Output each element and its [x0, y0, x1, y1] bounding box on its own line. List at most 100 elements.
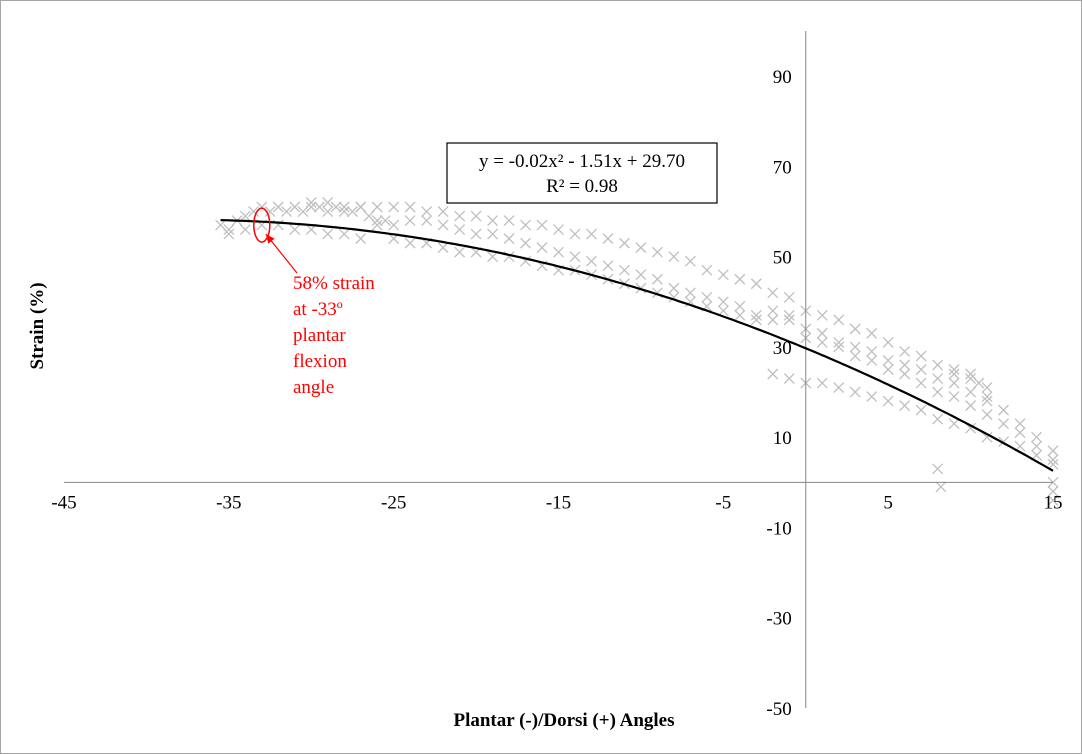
data-point	[981, 391, 993, 403]
data-point	[816, 327, 828, 339]
data-point	[849, 386, 861, 398]
data-point	[520, 219, 531, 231]
x-tick-label: 5	[883, 492, 893, 513]
data-point	[371, 215, 383, 227]
data-point	[932, 373, 944, 384]
data-point	[833, 314, 845, 326]
data-point	[248, 206, 260, 217]
data-point	[470, 228, 482, 240]
data-point	[305, 197, 317, 208]
data-point	[915, 404, 927, 416]
data-point	[981, 382, 993, 394]
data-point	[948, 368, 960, 380]
data-point	[899, 359, 911, 371]
data-point	[437, 219, 449, 231]
y-tick-label: -50	[766, 699, 791, 720]
data-point	[586, 255, 597, 267]
annotation-ellipse	[253, 207, 271, 243]
equation-box-border	[446, 142, 718, 204]
data-point	[932, 386, 944, 398]
data-point	[717, 269, 729, 281]
data-point	[1014, 427, 1026, 439]
data-point	[849, 323, 861, 335]
data-point	[783, 314, 795, 326]
data-point	[948, 364, 960, 375]
data-point	[346, 206, 358, 217]
x-tick-label: -45	[51, 492, 76, 513]
y-tick-label: -30	[766, 609, 791, 630]
data-point	[454, 210, 466, 222]
data-point	[833, 336, 845, 348]
data-point	[701, 264, 713, 276]
data-point	[487, 215, 499, 227]
data-point	[750, 314, 762, 326]
annotation-line-5: angle	[293, 377, 334, 398]
data-point	[734, 309, 746, 321]
data-point	[281, 206, 292, 217]
data-point	[816, 336, 828, 348]
data-point	[866, 391, 878, 403]
data-point	[915, 364, 927, 375]
equation-box: y = -0.02x² - 1.51x + 29.70 R² = 0.98	[446, 142, 718, 204]
tick-labels: -45 -35 -25 -15 -5 5 15 90 70 50 30 10 -10 -30 -50	[51, 67, 1062, 720]
data-point	[404, 201, 416, 213]
data-point	[833, 382, 845, 394]
data-point	[882, 336, 894, 348]
annotation-line-3: plantar	[293, 325, 346, 346]
data-point	[314, 201, 325, 213]
data-point	[882, 395, 894, 407]
data-point	[1047, 454, 1059, 466]
data-point	[948, 377, 960, 389]
y-axis-title: Strain (%)	[27, 282, 48, 369]
data-point	[338, 228, 350, 240]
data-point	[215, 219, 227, 231]
data-point	[322, 206, 334, 217]
data-point	[932, 463, 944, 475]
data-point	[734, 300, 746, 312]
annotation: 58% strain at -33º plantar flexion angle	[253, 207, 375, 398]
data-point	[965, 400, 977, 412]
data-point	[338, 201, 350, 213]
data-point	[981, 395, 993, 407]
data-point	[503, 215, 515, 227]
data-point	[569, 228, 581, 240]
data-point	[388, 201, 400, 213]
data-point	[973, 377, 985, 389]
data-point	[849, 341, 861, 353]
data-point	[866, 345, 878, 357]
data-point	[322, 228, 334, 240]
data-point	[618, 264, 630, 276]
data-point	[1014, 418, 1026, 430]
data-point	[899, 400, 911, 412]
data-point	[981, 431, 993, 443]
r-squared-text: R² = 0.98	[546, 176, 618, 197]
data-point	[915, 377, 927, 389]
data-point	[882, 355, 894, 366]
data-point	[602, 260, 614, 272]
data-point	[651, 273, 663, 285]
data-point	[767, 305, 779, 317]
data-point	[437, 242, 449, 254]
data-point	[635, 242, 647, 254]
data-point	[223, 228, 235, 240]
data-point	[355, 201, 367, 213]
data-point	[635, 269, 647, 281]
data-point	[536, 242, 548, 254]
data-point	[553, 246, 564, 258]
annotation-line-4: flexion	[293, 351, 347, 372]
data-point	[767, 314, 779, 326]
y-tick-label: -10	[766, 518, 791, 539]
data-point	[388, 219, 400, 231]
data-point	[520, 237, 531, 249]
data-point	[734, 273, 746, 285]
data-point	[487, 228, 499, 240]
data-point	[783, 291, 795, 303]
data-point	[503, 233, 515, 245]
annotation-line-1: 58% strain	[293, 273, 375, 294]
data-point	[717, 296, 729, 308]
data-point	[421, 215, 433, 227]
data-point	[684, 287, 696, 299]
trendline	[220, 219, 1054, 472]
